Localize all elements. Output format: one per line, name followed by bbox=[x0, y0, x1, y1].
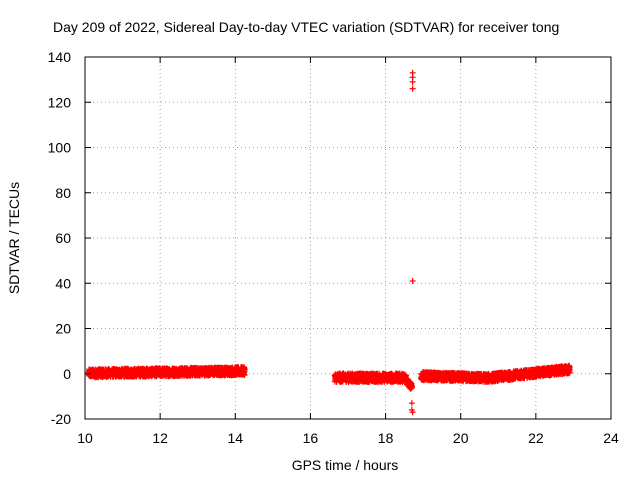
y-tick-label: 120 bbox=[48, 94, 72, 110]
outlier-point bbox=[409, 78, 416, 85]
y-tick-label: 140 bbox=[48, 49, 72, 65]
x-axis-label: GPS time / hours bbox=[292, 457, 399, 473]
x-tick-label: 20 bbox=[453, 430, 469, 446]
outlier-point bbox=[408, 400, 415, 407]
plot-frame bbox=[84, 56, 612, 420]
x-tick-label: 12 bbox=[152, 430, 168, 446]
y-tick-label: 60 bbox=[55, 230, 71, 246]
y-tick-label: 20 bbox=[55, 321, 71, 337]
y-axis-label: SDTVAR / TECUs bbox=[6, 182, 22, 294]
axes: 10 12 14 16 18 20 22 24 -20 0 20 40 60 80 100 120 140 bbox=[48, 49, 619, 446]
x-tick-label: 18 bbox=[378, 430, 394, 446]
outlier-point bbox=[409, 277, 416, 284]
chart-title: Day 209 of 2022, Sidereal Day-to-day VTE… bbox=[53, 19, 559, 35]
y-tick-label: 80 bbox=[55, 185, 71, 201]
data-points bbox=[85, 69, 573, 416]
x-tick-label: 22 bbox=[528, 430, 544, 446]
y-tick-label: 0 bbox=[63, 366, 71, 382]
y-tick-label: 100 bbox=[48, 140, 72, 156]
grid-lines bbox=[85, 57, 611, 419]
x-tick-label: 24 bbox=[603, 430, 619, 446]
y-tick-label: 40 bbox=[55, 275, 71, 291]
outlier-point bbox=[409, 85, 416, 92]
x-tick-label: 10 bbox=[77, 430, 93, 446]
x-tick-label: 14 bbox=[227, 430, 243, 446]
x-tick-label: 16 bbox=[303, 430, 319, 446]
y-tick-label: -20 bbox=[51, 411, 71, 427]
